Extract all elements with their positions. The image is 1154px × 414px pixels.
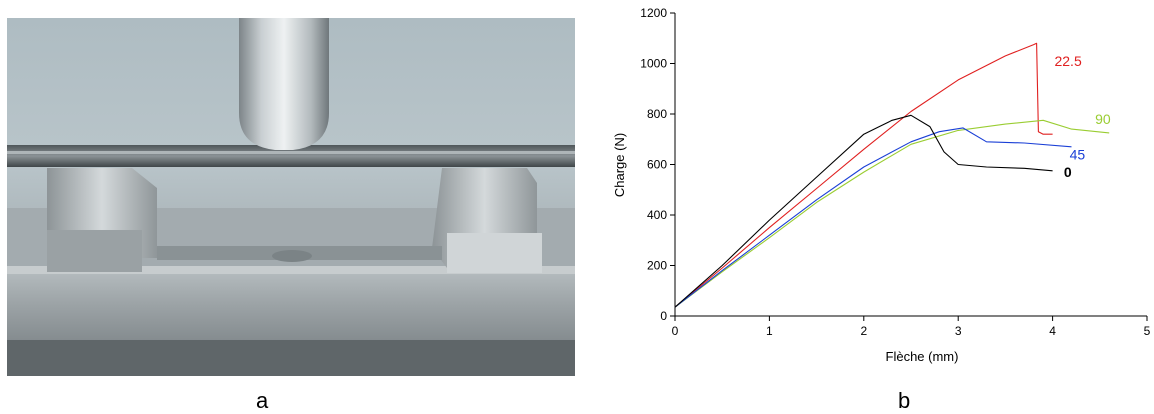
x-tick-label: 5 (1144, 324, 1151, 338)
series-label-45: 45 (1070, 146, 1086, 162)
series-line-0 (675, 115, 1053, 307)
series-line-22-5 (675, 43, 1053, 307)
y-tick-label: 0 (660, 309, 667, 323)
x-tick-label: 1 (766, 324, 773, 338)
series-label-90: 90 (1095, 111, 1111, 127)
bending-test-photo (7, 18, 575, 376)
y-tick-label: 800 (647, 107, 667, 121)
x-tick-label: 4 (1049, 324, 1056, 338)
y-axis-label: Charge (N) (612, 133, 627, 197)
x-tick-label: 3 (955, 324, 962, 338)
panel-label-a: a (256, 388, 268, 414)
y-tick-label: 400 (647, 208, 667, 222)
series-label-0: 0 (1064, 164, 1072, 180)
panel-label-b: b (898, 388, 910, 414)
series-line-90 (675, 120, 1109, 307)
x-tick-label: 0 (672, 324, 679, 338)
series-label-22-5: 22.5 (1054, 53, 1081, 69)
series-line-45 (675, 128, 1072, 307)
x-axis-label: Flèche (mm) (886, 349, 959, 364)
chart-series (675, 43, 1109, 307)
y-tick-label: 1200 (640, 6, 667, 20)
x-tick-label: 2 (860, 324, 867, 338)
y-tick-label: 200 (647, 259, 667, 273)
y-tick-label: 1000 (640, 57, 667, 71)
y-tick-label: 600 (647, 158, 667, 172)
chart-annotations: 22.5 90 45 0 (1054, 53, 1110, 180)
